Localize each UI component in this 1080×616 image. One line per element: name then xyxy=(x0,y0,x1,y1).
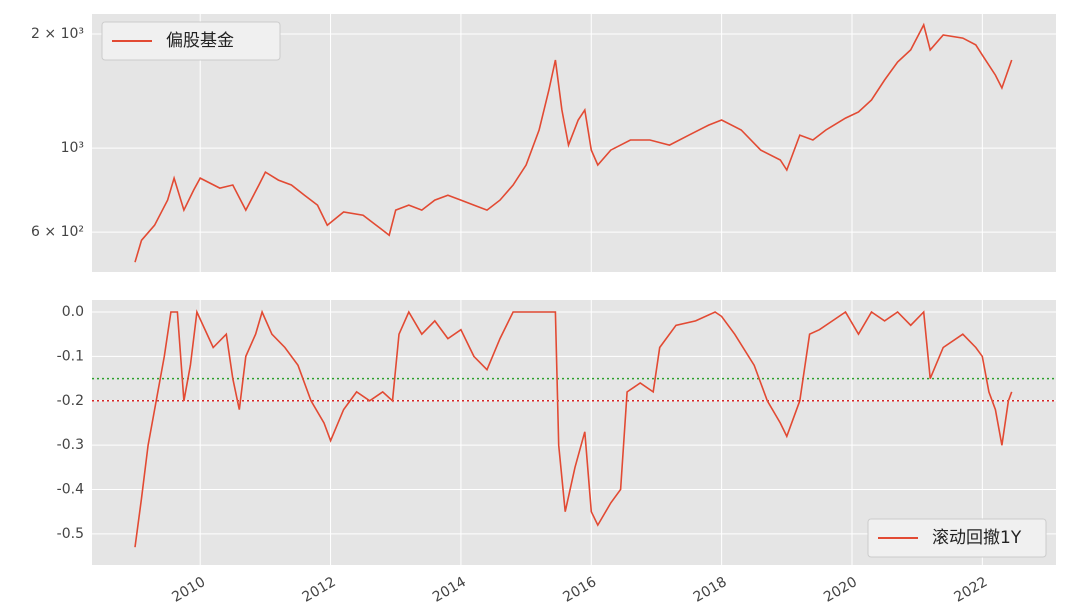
legend-label: 偏股基金 xyxy=(166,31,234,51)
legend-box xyxy=(867,518,1047,558)
y-tick-label: -0.1 xyxy=(57,348,84,364)
y-tick-label: -0.2 xyxy=(57,393,84,409)
legend: 滚动回撤1Y xyxy=(867,518,1047,558)
y-tick-label: -0.4 xyxy=(57,482,84,498)
x-tick-label: 2010 xyxy=(169,574,208,606)
y-tick-label: -0.5 xyxy=(57,526,84,542)
legend-box xyxy=(101,21,281,61)
legend: 偏股基金 xyxy=(101,21,281,61)
y-tick-label: 6 × 10² xyxy=(31,224,84,240)
x-tick-label: 2012 xyxy=(300,574,339,606)
y-tick-label: 0.0 xyxy=(62,304,84,320)
x-tick-label: 2016 xyxy=(560,574,599,606)
x-tick-label: 2014 xyxy=(430,574,469,606)
series-line xyxy=(134,309,1013,548)
y-tick-label: -0.3 xyxy=(57,437,84,453)
y-tick-label: 10³ xyxy=(61,140,84,156)
x-tick-label: 2020 xyxy=(821,574,860,606)
x-tick-label: 2018 xyxy=(691,574,730,606)
series-line xyxy=(134,22,1013,263)
y-tick-label: 2 × 10³ xyxy=(31,26,84,42)
x-tick-label: 2022 xyxy=(951,574,990,606)
legend-label: 滚动回撤1Y xyxy=(932,528,1022,548)
